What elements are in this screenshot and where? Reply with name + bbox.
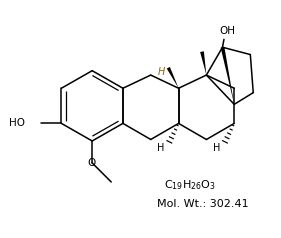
Polygon shape [200,51,207,75]
Polygon shape [221,47,234,104]
Polygon shape [167,67,178,88]
Text: H: H [213,143,220,153]
Text: O: O [87,158,96,168]
Text: Mol. Wt.: 302.41: Mol. Wt.: 302.41 [157,199,248,209]
Text: C$_{19}$H$_{26}$O$_{3}$: C$_{19}$H$_{26}$O$_{3}$ [164,178,216,192]
Text: H: H [157,143,165,153]
Text: H: H [157,67,165,77]
Text: OH: OH [219,26,235,36]
Text: HO: HO [9,118,25,128]
